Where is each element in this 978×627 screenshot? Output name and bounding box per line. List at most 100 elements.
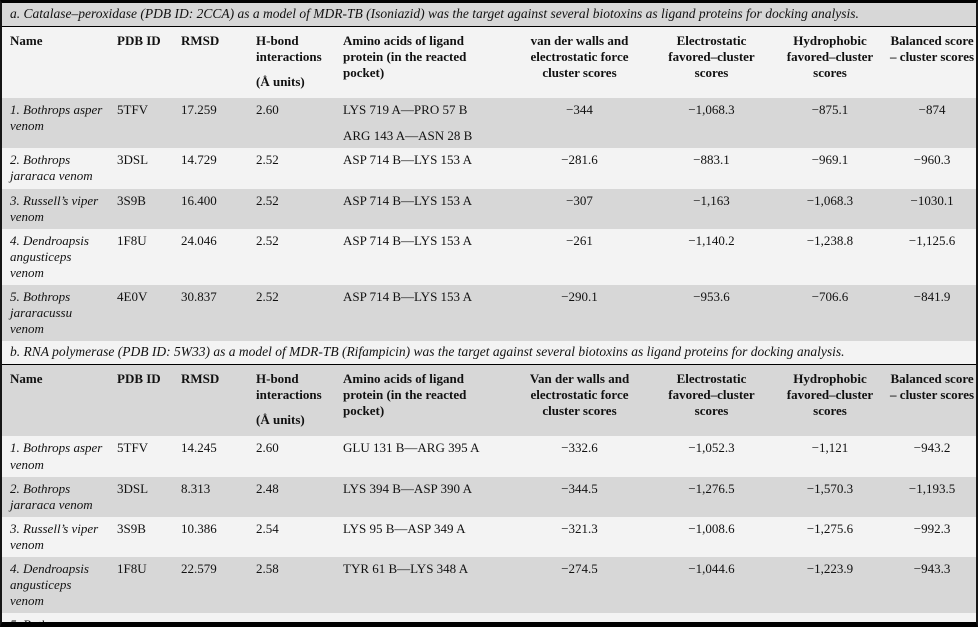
- column-header: Amino acids of ligand protein (in the re…: [335, 365, 512, 437]
- score-cell: −290.1: [561, 289, 598, 305]
- score-cell: −1,052.3: [688, 440, 735, 456]
- score-cell: −332.6: [561, 440, 598, 456]
- amino-acid-pair: LYS 95 B—ASP 349 A: [343, 520, 466, 536]
- rmsd-cell: 30.837: [181, 289, 217, 305]
- name-cell: 4. Dendroapsis angusticeps venom: [10, 232, 89, 280]
- rmsd-cell: 8.313: [181, 480, 211, 496]
- score-cell: −1,275.6: [806, 520, 854, 536]
- column-header-label: Balanced score – cluster scores: [890, 371, 975, 403]
- rmsd-cell: 23.045: [173, 613, 248, 622]
- amino-acids-cell: ASP 714 B—LYS 153 A: [335, 148, 512, 188]
- table-row: 2. Bothrops jararaca venom 3DSL 14.729 2.52…: [2, 148, 976, 189]
- column-header: Van der walls and electrostatic force cl…: [512, 365, 647, 437]
- pdb-id-cell: 5TFV: [117, 102, 149, 118]
- score-cell: −321.3: [561, 520, 598, 536]
- pdb-id-cell: 3S9B: [117, 192, 146, 208]
- score-cell: −1,068.3: [688, 102, 735, 118]
- column-header: Electrostatic favored–cluster scores: [647, 365, 776, 437]
- section-b-title-row: b. RNA polymerase (PDB ID: 5W33) as a mo…: [2, 341, 976, 366]
- score-cell: −344.5: [561, 480, 598, 496]
- section-a-title: a. Catalase–peroxidase (PDB ID: 2CCA) as…: [2, 3, 976, 27]
- amino-acid-pair: TYR 61 B—LYS 348 A: [343, 561, 469, 577]
- column-header: PDB ID: [109, 26, 173, 98]
- column-header-sublabel: (Å units): [256, 73, 305, 89]
- column-header: Name: [2, 365, 109, 437]
- pdb-id-cell: 5TFV: [117, 440, 149, 456]
- score-cell: −943.2: [913, 440, 951, 456]
- column-header-label: RMSD: [181, 32, 220, 48]
- section-a-title-row: a. Catalase–peroxidase (PDB ID: 2CCA) as…: [2, 3, 976, 27]
- table-row: 2. Bothrops jararaca venom 3DSL 8.313 2.48 L…: [2, 476, 976, 517]
- score-cell: −1,193.5: [908, 480, 956, 496]
- hbond-cell: 2.60: [256, 102, 279, 118]
- hbond-cell: 2.48: [256, 480, 279, 496]
- score-cell: −992.3: [913, 520, 951, 536]
- score-cell: −960.3: [913, 152, 951, 168]
- name-cell: 5. Bothrops jararacussu venom: [10, 617, 71, 627]
- pdb-id-cell: 4E0V: [117, 289, 148, 305]
- column-header-label: Name: [10, 371, 43, 387]
- score-cell: −1,121: [811, 440, 849, 456]
- column-header: RMSD: [173, 26, 248, 98]
- pdb-id-cell: 3S9B: [117, 520, 146, 536]
- table-row: 4. Dendroapsis angusticeps venom 1F8U 22.5…: [2, 557, 976, 614]
- column-header: RMSD: [173, 365, 248, 437]
- hbond-cell: 2.52: [256, 152, 279, 168]
- score-cell: −1,044.6: [688, 561, 735, 577]
- column-header-label: Electrostatic favored–cluster scores: [668, 32, 755, 80]
- score-cell: −977.5: [776, 613, 884, 622]
- amino-acid-pair: ASP 714 B—LYS 153 A: [343, 232, 472, 248]
- table-row: 3. Russell’s viper venom 3S9B 10.386 2.54 LY…: [2, 516, 976, 558]
- score-cell: −883.1: [693, 152, 730, 168]
- hbond-cell: 2.50: [248, 613, 335, 622]
- score-cell: −319.9: [512, 613, 647, 622]
- amino-acid-pair: ARG 143 A—ASN 28 B: [343, 128, 473, 144]
- column-header: H-bond interactions (Å units): [248, 26, 335, 98]
- score-cell: −1,055.1: [647, 613, 776, 622]
- table-body: a. Catalase–peroxidase (PDB ID: 2CCA) as…: [2, 3, 976, 627]
- pdb-id-cell: 4E0V: [109, 613, 173, 622]
- rmsd-cell: 14.245: [181, 440, 217, 456]
- score-cell: −953.6: [693, 289, 730, 305]
- pdb-id-cell: 1F8U: [117, 232, 147, 248]
- column-header-label: PDB ID: [117, 32, 161, 48]
- rmsd-cell: 24.046: [181, 232, 217, 248]
- name-cell: 2. Bothrops jararaca venom: [10, 480, 93, 512]
- score-cell: −1,140.2: [688, 232, 735, 248]
- column-header-label: Amino acids of ligand protein (in the re…: [343, 32, 467, 80]
- table-row: 1. Bothrops asper venom 5TFV 14.245 2.60 GLU…: [2, 436, 976, 477]
- name-cell: 3. Russell’s viper venom: [10, 520, 99, 552]
- score-cell: −841.9: [913, 289, 951, 305]
- column-header: PDB ID: [109, 365, 173, 437]
- section-b-header-row: Name PDB ID RMSD H-bond interactions (Å unit…: [2, 364, 976, 437]
- column-header: Balanced score – cluster scores: [884, 365, 976, 437]
- column-header-label: Amino acids of ligand protein (in the re…: [343, 371, 467, 419]
- score-cell: −344: [566, 102, 593, 118]
- amino-acid-pair: LYS 719 A—PRO 57 B: [343, 102, 468, 118]
- rmsd-cell: 14.729: [181, 152, 217, 168]
- score-cell: −1,223.9: [806, 561, 854, 577]
- score-cell: −281.6: [561, 152, 598, 168]
- pdb-id-cell: 3DSL: [117, 152, 149, 168]
- table-row: 4. Dendroapsis angusticeps venom 1F8U 24.0…: [2, 228, 976, 286]
- score-cell: −274.5: [561, 561, 598, 577]
- amino-acids-cell: ASP 714 B—LYS 153 A: [335, 229, 512, 285]
- rmsd-cell: 16.400: [181, 192, 217, 208]
- rmsd-cell: 17.259: [181, 102, 217, 118]
- name-cell: 1. Bothrops asper venom: [10, 440, 103, 472]
- column-header-label: RMSD: [181, 371, 220, 387]
- hbond-cell: 2.58: [256, 561, 279, 577]
- column-header-label: Van der walls and electrostatic force cl…: [529, 371, 630, 419]
- score-cell: −1,008.6: [688, 520, 735, 536]
- table-row: 1. Bothrops asper venom 5TFV 17.259 2.60 LYS…: [2, 98, 976, 149]
- score-cell: −1,570.3: [806, 480, 854, 496]
- amino-acid-pair: ASP 714 B—LYS 153 A: [343, 289, 472, 305]
- hbond-cell: 2.60: [256, 440, 279, 456]
- name-cell: 5. Bothrops jararacussu venom: [10, 289, 73, 337]
- column-header: Hydrophobic favored–cluster scores: [776, 26, 884, 98]
- column-header-label: H-bond interactions: [256, 32, 322, 64]
- amino-acids-cell: LYS 424 B—ASP 385 A: [335, 613, 512, 622]
- column-header-label: Hydrophobic favored–cluster scores: [786, 371, 874, 419]
- name-cell: 3. Russell’s viper venom: [10, 192, 99, 224]
- score-cell: −1030.1: [910, 192, 954, 208]
